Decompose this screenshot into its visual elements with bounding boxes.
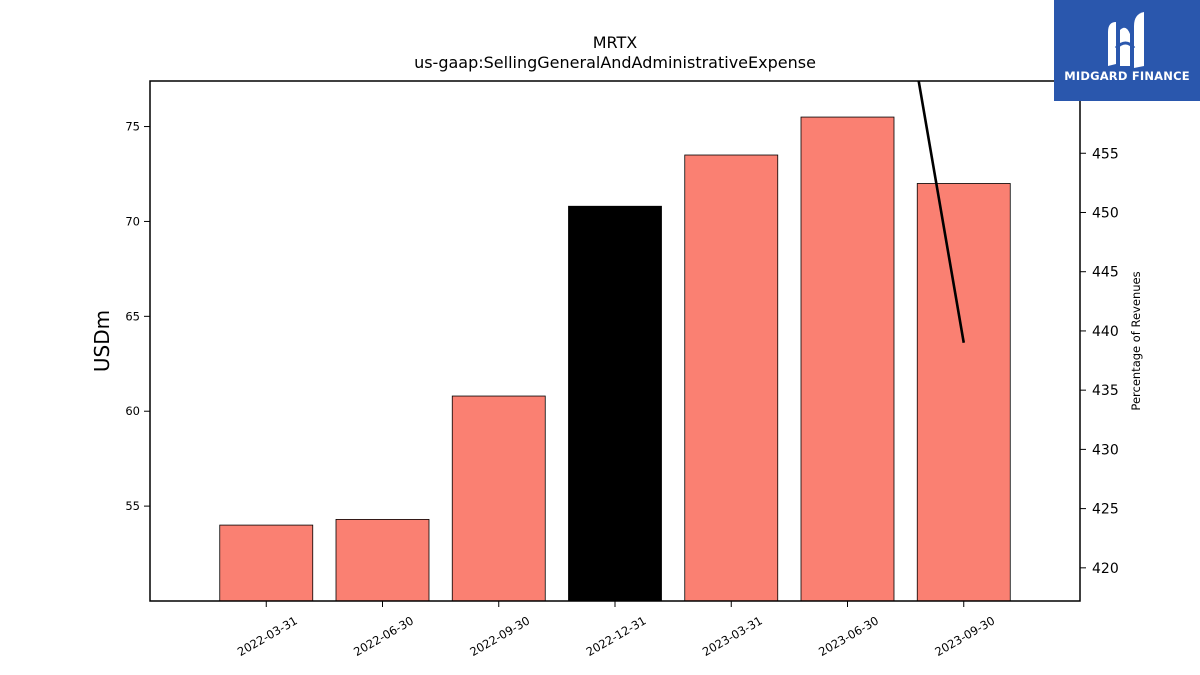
x-tick-label: 2022-06-30 <box>351 613 416 659</box>
y2-tick-label: 425 <box>1092 502 1119 518</box>
midgard-finance-logo: MIDGARD FINANCE <box>1054 0 1200 101</box>
y-tick-label: 65 <box>125 309 140 323</box>
y-tick-label: 70 <box>125 214 140 228</box>
bar-2023-03-31 <box>684 154 779 602</box>
bar-2022-03-31 <box>219 524 314 602</box>
x-tick-label: 2022-03-31 <box>235 613 300 659</box>
bar-2022-12-31 <box>568 205 662 602</box>
x-tick-label: 2023-06-30 <box>816 613 881 659</box>
y2-tick-label: 430 <box>1092 442 1119 458</box>
logo-text: MIDGARD FINANCE <box>1064 69 1190 83</box>
chart-subtitle: us-gaap:SellingGeneralAndAdministrativeE… <box>414 53 816 72</box>
y2-tick-label: 435 <box>1092 383 1119 399</box>
bar-2023-09-30 <box>916 183 1011 602</box>
y-tick-label: 55 <box>125 499 140 513</box>
bar-2022-06-30 <box>335 518 430 602</box>
y2-tick-label: 420 <box>1092 561 1119 577</box>
chart-title: MRTX <box>593 33 638 52</box>
percentage-of-revenues-line <box>917 81 966 343</box>
x-tick-label: 2023-09-30 <box>932 613 997 659</box>
y2-axis-label: Percentage of Revenues <box>1129 271 1143 410</box>
bar-2023-06-30 <box>800 116 895 602</box>
x-tick-label: 2023-03-31 <box>700 613 765 659</box>
x-tick-label: 2022-12-31 <box>584 613 649 659</box>
plot-area: 55 60 65 70 75 420 425 430 435 440 445 450 455 2022-0… <box>125 81 1119 659</box>
y-axis-label: USDm <box>90 310 114 372</box>
x-tick-label: 2022-09-30 <box>467 613 532 659</box>
y2-tick-label: 445 <box>1092 265 1119 281</box>
bar-2022-09-30 <box>451 395 546 602</box>
plot-frame <box>149 80 1081 602</box>
y-tick-label: 60 <box>125 404 140 418</box>
logo-mark-icon <box>1108 12 1144 68</box>
y2-tick-label: 450 <box>1092 205 1119 221</box>
y2-tick-label: 455 <box>1092 146 1119 162</box>
y-tick-label: 75 <box>125 120 140 134</box>
y2-tick-label: 440 <box>1092 324 1119 340</box>
